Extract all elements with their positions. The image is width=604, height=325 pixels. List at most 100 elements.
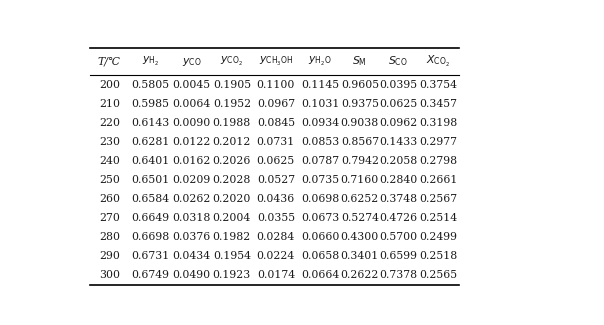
Text: 0.2622: 0.2622	[341, 270, 379, 280]
Text: 0.0045: 0.0045	[172, 80, 210, 90]
Text: 0.9375: 0.9375	[341, 99, 379, 109]
Text: $\mathit{y}_{\mathrm{H_2}}$: $\mathit{y}_{\mathrm{H_2}}$	[142, 55, 159, 68]
Text: $\mathit{y}_{\mathrm{H_2O}}$: $\mathit{y}_{\mathrm{H_2O}}$	[308, 55, 332, 68]
Text: 0.0787: 0.0787	[301, 156, 339, 166]
Text: 0.6584: 0.6584	[131, 194, 170, 204]
Text: 270: 270	[99, 213, 120, 223]
Text: 0.0731: 0.0731	[257, 137, 295, 147]
Text: 0.0284: 0.0284	[257, 232, 295, 242]
Text: 0.0853: 0.0853	[301, 137, 339, 147]
Text: 0.7378: 0.7378	[379, 270, 417, 280]
Text: 260: 260	[99, 194, 120, 204]
Text: 0.0209: 0.0209	[172, 175, 210, 185]
Text: 0.1923: 0.1923	[213, 270, 251, 280]
Text: 0.5985: 0.5985	[132, 99, 169, 109]
Text: 0.1031: 0.1031	[301, 99, 339, 109]
Text: 0.0625: 0.0625	[257, 156, 295, 166]
Text: 0.0355: 0.0355	[257, 213, 295, 223]
Text: 0.5805: 0.5805	[131, 80, 170, 90]
Text: 0.4726: 0.4726	[379, 213, 417, 223]
Text: 0.0262: 0.0262	[172, 194, 211, 204]
Text: 0.1952: 0.1952	[213, 99, 251, 109]
Text: 0.6749: 0.6749	[132, 270, 169, 280]
Text: 0.2499: 0.2499	[419, 232, 457, 242]
Text: 230: 230	[99, 137, 120, 147]
Text: 0.2058: 0.2058	[379, 156, 417, 166]
Text: 0.2514: 0.2514	[419, 213, 457, 223]
Text: 0.8567: 0.8567	[341, 137, 379, 147]
Text: 0.0735: 0.0735	[301, 175, 339, 185]
Text: 0.3457: 0.3457	[419, 99, 457, 109]
Text: 0.7160: 0.7160	[341, 175, 379, 185]
Text: 250: 250	[99, 175, 120, 185]
Text: 220: 220	[99, 118, 120, 128]
Text: 0.5274: 0.5274	[341, 213, 379, 223]
Text: 0.0376: 0.0376	[172, 232, 210, 242]
Text: 0.2977: 0.2977	[419, 137, 457, 147]
Text: 0.6649: 0.6649	[131, 213, 170, 223]
Text: 0.2020: 0.2020	[213, 194, 251, 204]
Text: 0.1905: 0.1905	[213, 80, 251, 90]
Text: 0.3754: 0.3754	[419, 80, 457, 90]
Text: 0.0698: 0.0698	[301, 194, 339, 204]
Text: 0.0967: 0.0967	[257, 99, 295, 109]
Text: 0.3748: 0.3748	[379, 194, 417, 204]
Text: 0.2028: 0.2028	[213, 175, 251, 185]
Text: 0.6143: 0.6143	[131, 118, 170, 128]
Text: 0.0318: 0.0318	[172, 213, 211, 223]
Text: 0.2026: 0.2026	[213, 156, 251, 166]
Text: 0.0122: 0.0122	[172, 137, 211, 147]
Text: $\mathit{S}_{\mathrm{CO}}$: $\mathit{S}_{\mathrm{CO}}$	[388, 55, 408, 69]
Text: 0.2012: 0.2012	[213, 137, 251, 147]
Text: 0.0934: 0.0934	[301, 118, 339, 128]
Text: 0.4300: 0.4300	[341, 232, 379, 242]
Text: 0.1100: 0.1100	[257, 80, 295, 90]
Text: 0.2840: 0.2840	[379, 175, 417, 185]
Text: 0.6698: 0.6698	[131, 232, 170, 242]
Text: $\mathit{y}_{\mathrm{CO_2}}$: $\mathit{y}_{\mathrm{CO_2}}$	[220, 55, 243, 68]
Text: 0.6401: 0.6401	[131, 156, 170, 166]
Text: 290: 290	[99, 251, 120, 261]
Text: 240: 240	[99, 156, 120, 166]
Text: 0.6731: 0.6731	[131, 251, 170, 261]
Text: $\mathit{S}_{\mathrm{M}}$: $\mathit{S}_{\mathrm{M}}$	[353, 55, 367, 69]
Text: 300: 300	[99, 270, 120, 280]
Text: T/℃: T/℃	[98, 57, 121, 67]
Text: 0.2567: 0.2567	[419, 194, 457, 204]
Text: 0.1982: 0.1982	[213, 232, 251, 242]
Text: 0.2661: 0.2661	[419, 175, 457, 185]
Text: 0.9605: 0.9605	[341, 80, 379, 90]
Text: 0.0162: 0.0162	[172, 156, 211, 166]
Text: 0.5700: 0.5700	[379, 232, 417, 242]
Text: 0.0660: 0.0660	[301, 232, 339, 242]
Text: 0.0625: 0.0625	[379, 99, 417, 109]
Text: 0.0962: 0.0962	[379, 118, 417, 128]
Text: 0.7942: 0.7942	[341, 156, 379, 166]
Text: 0.3198: 0.3198	[419, 118, 457, 128]
Text: 0.6252: 0.6252	[341, 194, 379, 204]
Text: 200: 200	[99, 80, 120, 90]
Text: 0.6281: 0.6281	[131, 137, 170, 147]
Text: 0.0064: 0.0064	[172, 99, 210, 109]
Text: 0.1988: 0.1988	[213, 118, 251, 128]
Text: 0.0395: 0.0395	[379, 80, 417, 90]
Text: 0.1954: 0.1954	[213, 251, 251, 261]
Text: 0.0664: 0.0664	[301, 270, 339, 280]
Text: 0.0845: 0.0845	[257, 118, 295, 128]
Text: 0.0658: 0.0658	[301, 251, 339, 261]
Text: 0.1145: 0.1145	[301, 80, 339, 90]
Text: 0.6599: 0.6599	[379, 251, 417, 261]
Text: 0.9038: 0.9038	[341, 118, 379, 128]
Text: 0.2518: 0.2518	[419, 251, 457, 261]
Text: 0.0434: 0.0434	[172, 251, 210, 261]
Text: 0.2798: 0.2798	[419, 156, 457, 166]
Text: 210: 210	[99, 99, 120, 109]
Text: $\mathit{X}_{\mathrm{CO_2}}$: $\mathit{X}_{\mathrm{CO_2}}$	[426, 54, 451, 69]
Text: 0.0090: 0.0090	[172, 118, 210, 128]
Text: 0.0527: 0.0527	[257, 175, 295, 185]
Text: 0.0673: 0.0673	[301, 213, 339, 223]
Text: 0.0490: 0.0490	[172, 270, 210, 280]
Text: 0.2565: 0.2565	[419, 270, 457, 280]
Text: 280: 280	[99, 232, 120, 242]
Text: $\mathit{y}_{\mathrm{CO}}$: $\mathit{y}_{\mathrm{CO}}$	[182, 56, 201, 68]
